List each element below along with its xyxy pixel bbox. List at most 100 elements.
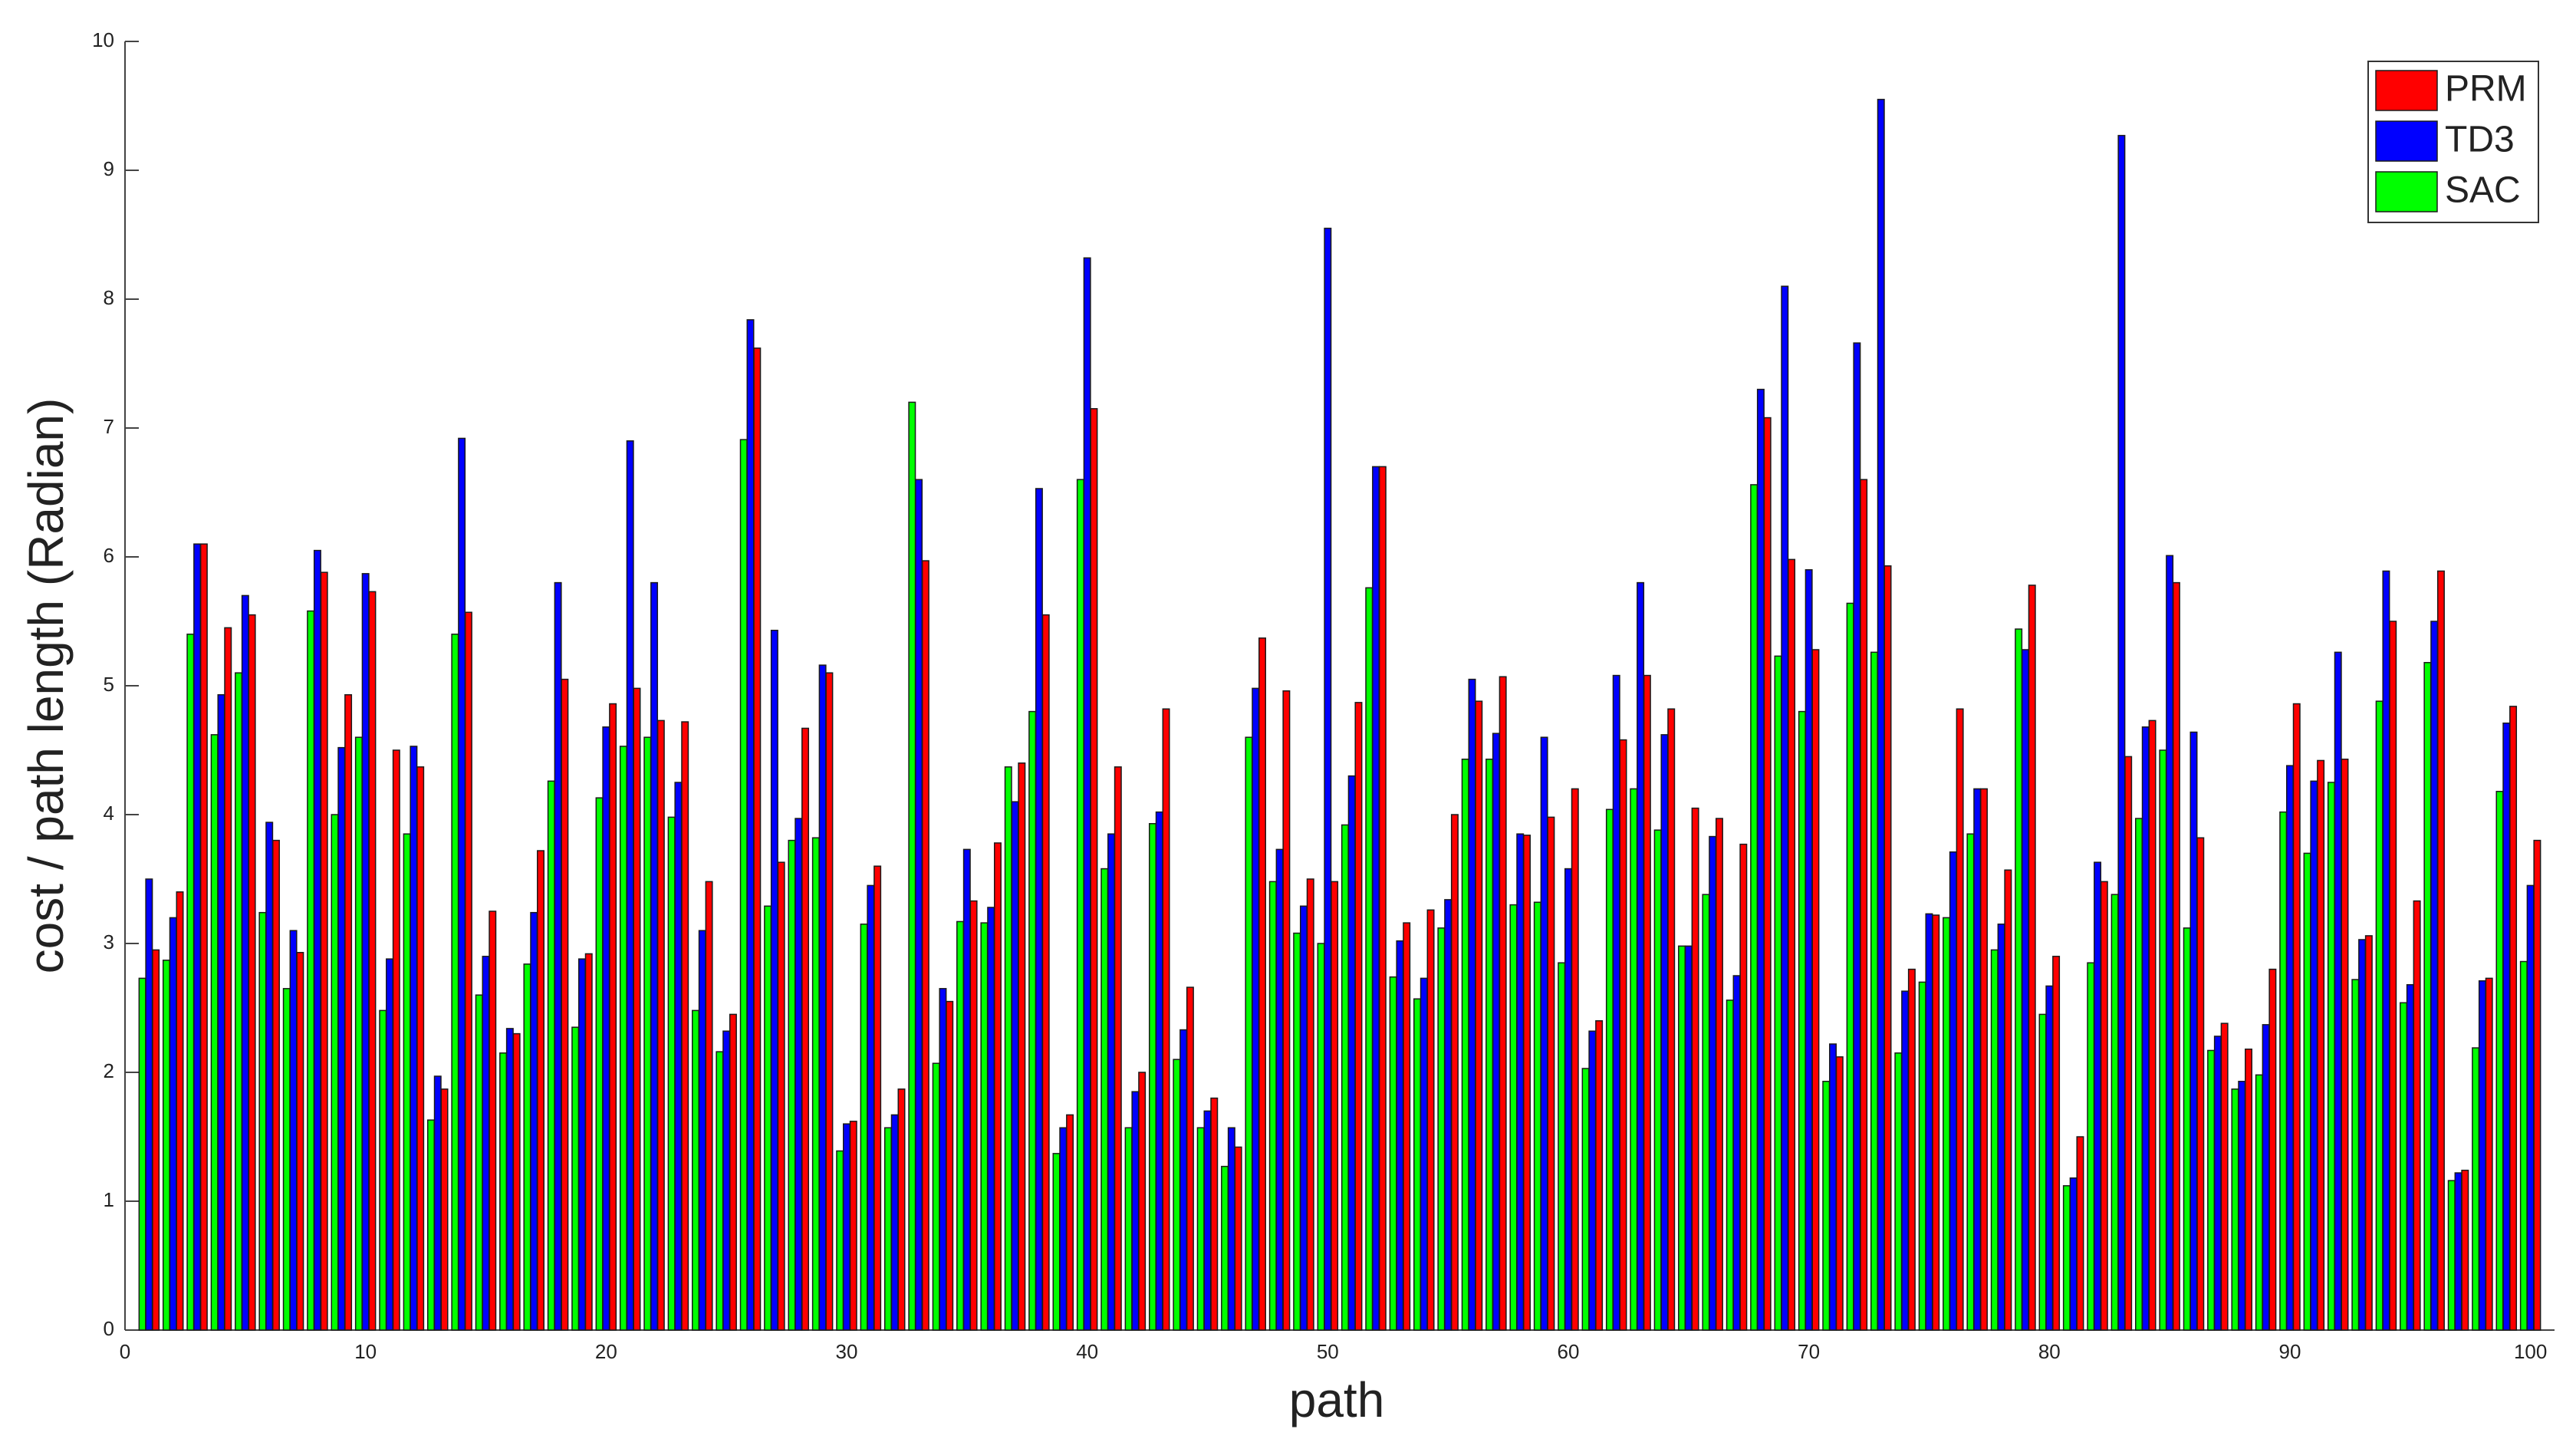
bar (1186, 986, 1194, 1331)
bar (2447, 1180, 2456, 1331)
bar (2430, 621, 2439, 1331)
bar (1035, 488, 1043, 1331)
bar (1811, 649, 1820, 1331)
bar (2124, 756, 2133, 1331)
bar (186, 634, 195, 1331)
bar (2382, 570, 2390, 1331)
bar (1148, 823, 1156, 1331)
bar (571, 1026, 580, 1331)
bar (1835, 1056, 1844, 1331)
bar (764, 905, 772, 1331)
y-tick-label: 10 (92, 28, 114, 51)
bar (1347, 775, 1356, 1331)
bar (1282, 690, 1291, 1331)
bar (1643, 674, 1651, 1331)
x-tick-label: 0 (120, 1340, 130, 1363)
bar (1378, 466, 1387, 1331)
bar (354, 736, 363, 1331)
bar (289, 930, 298, 1331)
bar (788, 839, 796, 1331)
bar (1763, 417, 1772, 1331)
bar (1444, 899, 1452, 1331)
bar (2502, 722, 2511, 1331)
bar (2268, 968, 2277, 1331)
bar (2423, 662, 2432, 1331)
bar (258, 911, 267, 1331)
x-tick-label: 20 (595, 1340, 617, 1363)
bar (2533, 839, 2541, 1331)
x-tick-label: 30 (836, 1340, 858, 1363)
bar (650, 581, 659, 1331)
bar (337, 746, 346, 1331)
bar (2375, 700, 2384, 1331)
bar (1949, 851, 1957, 1331)
bar (1894, 1052, 1903, 1331)
bar (633, 687, 641, 1331)
bar (2189, 731, 2198, 1331)
bar (2454, 1172, 2462, 1331)
x-tick-label: 60 (1558, 1340, 1580, 1363)
bar (980, 922, 989, 1331)
bar (921, 560, 929, 1331)
bar (1499, 676, 1507, 1331)
bar (1492, 733, 1500, 1331)
bar (2231, 1088, 2239, 1331)
bar (458, 437, 466, 1331)
bar (1653, 829, 1662, 1331)
bar (1564, 868, 1572, 1331)
bar (2021, 649, 2029, 1331)
bar (1523, 835, 1531, 1331)
bar (2334, 651, 2342, 1331)
bar (2100, 881, 2108, 1331)
bar (386, 958, 394, 1331)
bar (1011, 801, 1019, 1331)
bar (2245, 1049, 2253, 1331)
bar (1468, 678, 1476, 1331)
bar (410, 746, 418, 1331)
bar (152, 949, 160, 1331)
bar (1173, 1059, 1181, 1331)
bar (843, 1123, 850, 1331)
bar (705, 881, 713, 1331)
bar (392, 749, 400, 1331)
bar (1293, 932, 1301, 1331)
bar (2519, 960, 2528, 1331)
bar (1124, 1127, 1133, 1331)
bar (320, 571, 328, 1331)
bar (2461, 1169, 2469, 1331)
bar (1715, 818, 1723, 1331)
bar (1943, 917, 1951, 1331)
bar (2436, 570, 2445, 1331)
bar (1258, 637, 1266, 1331)
legend-label: PRM (2445, 69, 2527, 110)
bar (2172, 581, 2180, 1331)
bar (1450, 814, 1459, 1331)
bar (2262, 1024, 2270, 1331)
bar (512, 1032, 521, 1331)
bar (1138, 1072, 1147, 1331)
bar (2279, 811, 2288, 1331)
legend-swatch (2375, 70, 2438, 111)
bar (883, 1127, 892, 1331)
bar (1306, 878, 1314, 1331)
bar (1732, 975, 1741, 1331)
bar (489, 910, 497, 1331)
bar (1275, 848, 1284, 1331)
bar (2004, 869, 2012, 1331)
bar (681, 721, 689, 1331)
bar (993, 842, 1002, 1331)
y-tick-label: 2 (104, 1059, 114, 1082)
bar (440, 1088, 449, 1331)
bar (1403, 922, 1411, 1331)
bar (282, 988, 291, 1331)
bar (1956, 708, 1964, 1331)
bar (1155, 811, 1163, 1331)
bar (1196, 1127, 1205, 1331)
bar (368, 591, 377, 1331)
bar (1588, 1030, 1597, 1331)
bar (499, 1052, 508, 1331)
bar (1973, 788, 1982, 1331)
y-tick-label: 5 (104, 673, 114, 696)
bar (1684, 945, 1693, 1331)
x-tick-label: 10 (354, 1340, 377, 1363)
